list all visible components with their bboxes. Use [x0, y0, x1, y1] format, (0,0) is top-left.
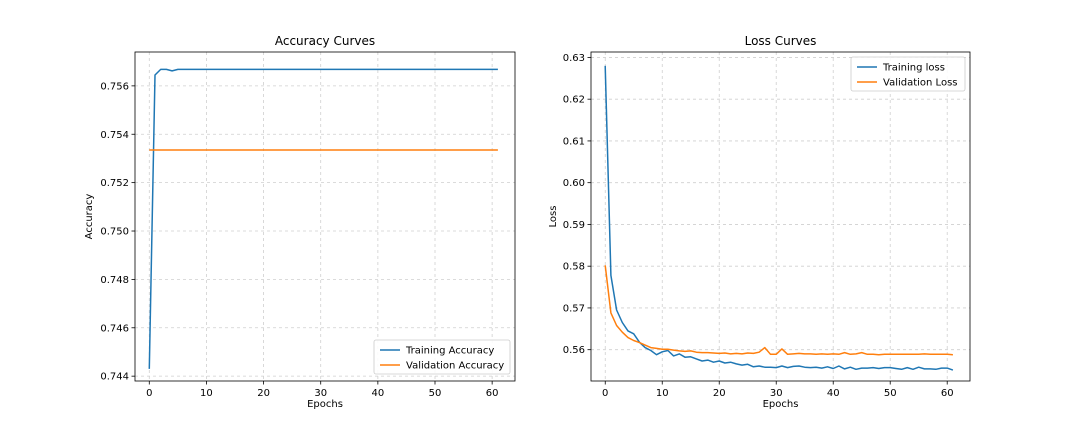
x-axis-label: Epochs [307, 399, 343, 410]
x-tick-label: 30 [314, 388, 327, 399]
y-tick-label: 0.63 [563, 53, 585, 64]
y-tick-label: 0.752 [100, 178, 129, 189]
y-tick-label: 0.750 [100, 227, 129, 238]
series-line-training-loss [604, 65, 954, 371]
y-tick-label: 0.58 [563, 262, 585, 273]
series-line-validation-loss [604, 265, 953, 356]
legend-label: Training loss [882, 63, 945, 74]
y-tick-label: 0.746 [100, 323, 129, 334]
y-tick-label: 0.61 [563, 136, 585, 147]
x-tick-label: 10 [200, 388, 213, 399]
x-tick-label: 50 [884, 388, 897, 399]
x-tick-label: 60 [941, 388, 954, 399]
y-tick-label: 0.754 [100, 130, 129, 141]
y-tick-label: 0.59 [563, 220, 585, 231]
x-tick-label: 60 [486, 388, 499, 399]
axes-frame [134, 51, 516, 382]
x-tick-label: 20 [257, 388, 270, 399]
legend-box [850, 56, 966, 92]
y-axis-label: Accuracy [84, 194, 95, 240]
x-tick-label: 0 [602, 388, 608, 399]
y-axis-label: Loss [548, 206, 559, 228]
x-tick-label: 40 [371, 388, 384, 399]
x-tick-label: 20 [713, 388, 726, 399]
y-tick-label: 0.748 [100, 275, 129, 286]
chart-title: Loss Curves [745, 34, 817, 48]
x-tick-label: 30 [770, 388, 783, 399]
accuracy-chart: 0 10 20 30 40 50 60 0.744 0.746 0.748 0.750 0.752 0.… [84, 34, 516, 410]
legend-label: Validation Loss [883, 78, 958, 89]
x-tick-label: 40 [827, 388, 840, 399]
loss-chart: 0 10 20 30 40 50 60 0.56 0.57 0.58 0.59 0.60 0.61 0.6… [548, 34, 971, 410]
legend-label: Validation Accuracy [406, 361, 504, 372]
chart-title: Accuracy Curves [275, 34, 375, 48]
y-tick-label: 0.60 [563, 178, 585, 189]
y-tick-label: 0.56 [563, 345, 585, 356]
x-tick-label: 10 [656, 388, 669, 399]
x-tick-label: 50 [429, 388, 442, 399]
y-tick-label: 0.62 [563, 95, 585, 106]
series-line-training-accuracy [148, 68, 498, 369]
axes-frame [590, 51, 971, 382]
legend-label: Training Accuracy [405, 346, 494, 357]
legend-box [373, 339, 511, 375]
x-tick-label: 0 [146, 388, 152, 399]
y-tick-label: 0.744 [100, 372, 129, 383]
legend: Training Accuracy Validation Accuracy [373, 339, 511, 375]
y-tick-label: 0.756 [100, 81, 129, 92]
y-tick-label: 0.57 [563, 303, 585, 314]
x-axis-label: Epochs [763, 399, 799, 410]
legend: Training loss Validation Loss [850, 56, 966, 92]
